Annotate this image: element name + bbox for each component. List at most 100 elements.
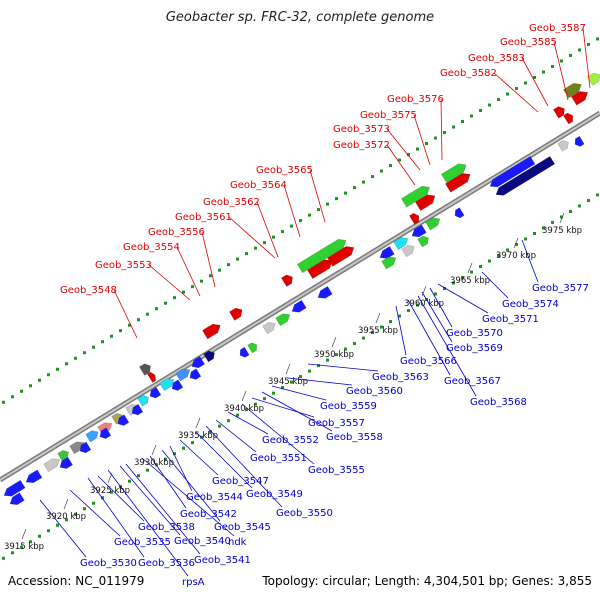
leader-line [176,246,201,297]
gene-label-geob_3559: Geob_3559 [320,401,377,412]
leader-line [97,475,145,522]
scale-label: 3955 kbp [358,326,398,336]
gene-label-geob_3567: Geob_3567 [444,376,501,387]
leader-line [149,455,187,509]
gene-label-geob_3587: Geob_3587 [529,23,586,34]
gene-arrow [409,212,420,225]
gene-arrow [381,256,397,270]
topology-summary-text: Topology: circular; Length: 4,304,501 bp… [262,574,592,588]
track-dot [209,274,212,278]
gene-label-geob_3552: Geob_3552 [262,435,319,446]
track-dot [290,224,293,228]
track-dot [578,204,581,208]
track-dot [551,220,554,224]
gene-label-geob_3576: Geob_3576 [387,94,444,105]
track-dot [335,353,338,357]
scale-label: 3935 kbp [178,431,218,441]
track-dot [515,86,518,90]
track-dot [470,114,473,118]
track-dot [146,468,149,472]
leader-line [228,216,276,259]
gene-label-geob_3582: Geob_3582 [440,68,497,79]
track-dot [362,336,365,340]
gene-label-geob_3550: Geob_3550 [276,508,333,519]
gene-arrow [553,106,565,119]
gene-label-geob_3573: Geob_3573 [333,124,390,135]
track-dot [389,320,392,324]
track-dot [119,329,122,333]
gene-label-geob_3542: Geob_3542 [180,509,237,520]
leader-line [481,271,509,299]
track-dot [488,259,491,263]
track-dot [317,364,320,368]
track-dot [272,235,275,239]
track-dot [218,268,221,272]
leader-line [437,283,489,314]
feature-track-guides [2,37,599,560]
leader-line [386,144,416,186]
track-dot [317,208,320,212]
gene-arrow [203,350,215,363]
gene-arrow [441,163,467,184]
scale-tick [331,336,337,348]
track-dot [65,518,68,522]
gene-label-geob_3541: Geob_3541 [194,555,251,566]
gene-label-geob_3571: Geob_3571 [482,314,539,325]
track-dot [299,219,302,223]
leader-line [386,128,421,171]
gene-label-geob_3575: Geob_3575 [360,110,417,121]
track-dot [137,474,140,478]
track-dot [182,290,185,294]
track-dot [461,276,464,280]
gene-arrow [171,379,184,391]
gene-label-geob_3577: Geob_3577 [532,283,589,294]
scale-label: 3920 kbp [46,512,86,522]
leader-line [195,431,253,489]
gene-label-geob_3551: Geob_3551 [250,453,307,464]
track-dot [470,270,473,274]
leader-line [521,57,549,107]
track-dot [137,318,140,322]
gene-arrow [202,323,221,340]
track-dot [497,254,500,258]
track-dot [416,303,419,307]
gene-arrow [327,246,355,267]
gene-arrow [3,479,26,497]
leader-line [148,264,191,301]
track-dot [110,334,113,338]
leader-line [69,489,121,537]
gene-label-geob_3558: Geob_3558 [326,432,383,443]
gene-arrow [147,371,156,383]
gene-arrow [275,313,291,327]
track-dot [263,241,266,245]
track-dot [47,373,50,377]
track-dot [56,367,59,371]
track-dot [290,380,293,384]
track-dot [353,342,356,346]
track-dot [353,186,356,190]
gene-labels: Geob_3548 Geob_3553 Geob_3554 Geob_3556 Geob… [60,23,589,588]
gene-arrow [379,246,395,259]
track-dot [398,314,401,318]
track-dot [443,287,446,291]
track-dot [146,312,149,316]
track-dot [479,109,482,113]
leader-line [256,201,279,258]
gene-arrow [297,238,347,274]
gene-arrow [495,155,555,196]
track-dot [443,131,446,135]
leader-line [141,457,235,537]
gene-arrow [149,386,162,399]
leader-line [283,184,301,238]
leader-line [169,445,193,492]
gene-arrow [175,368,191,382]
gene-arrow [307,259,333,279]
gene-label-geob_3568: Geob_3568 [470,397,527,408]
gene-arrow [247,342,258,354]
track-dot [38,378,41,382]
track-dot [83,507,86,511]
track-dot [20,389,23,393]
leader-line [107,469,189,577]
gene-arrow [137,395,149,407]
